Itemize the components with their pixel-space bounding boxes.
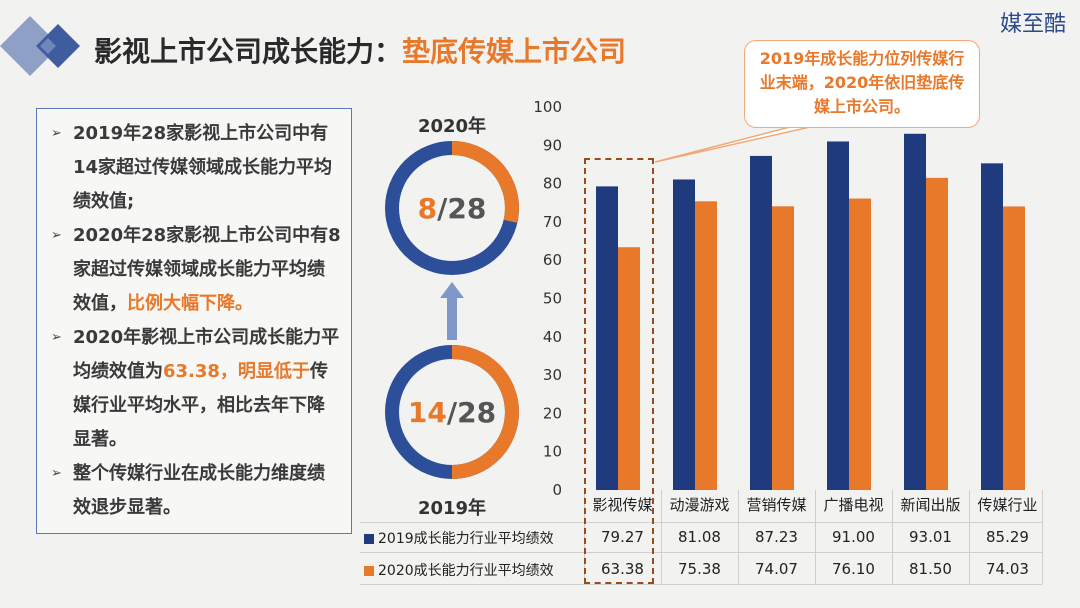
table-cell-2020: 76.10 [832,560,875,578]
bullet-2-text: 2020年28家影视上市公司中有8家超过传媒领域成长能力平均绩效值， [73,225,341,314]
legend-2020-label: 2020成长能力行业平均绩效 [378,563,554,579]
table-grid-line [892,490,893,584]
table-grid-line [1042,490,1043,584]
bar-2020 [849,198,871,491]
table-grid-line [661,490,662,584]
y-tick-label: 60 [543,251,562,269]
bullet-2: ➢ 2020年28家影视上市公司中有8家超过传媒领域成长能力平均绩效值，比例大幅… [49,219,341,321]
bullet-4: ➢ 整个传媒行业在成长能力维度绩效退步显著。 [49,457,341,525]
category-label: 影视传媒 [592,496,653,514]
y-tick-label: 90 [543,136,562,154]
legend-2019: 2019成长能力行业平均绩效 [364,528,554,548]
table-grid-line [969,490,970,584]
table-grid-line [360,584,1042,585]
category-label: 广播电视 [823,496,884,514]
table-cell-2020: 74.07 [755,560,798,578]
bar-2020 [618,247,640,490]
category-label: 动漫游戏 [669,496,730,514]
bar-2019 [981,163,1003,490]
highlight-box-film [584,158,654,584]
bullet-3: ➢ 2020年影视上市公司成长能力平均绩效值为63.38，明显低于传媒行业平均水… [49,321,341,457]
bullet-1-text: 2019年28家影视上市公司中有14家超过传媒领域成长能力平均绩效值; [73,123,333,212]
title-main: 影视上市公司成长能力： [94,35,403,68]
table-cell-2019: 93.01 [909,528,952,546]
table-cell-2020: 81.50 [909,560,952,578]
table-cell-2019: 81.08 [678,528,721,546]
table-grid-line [360,522,1042,523]
bullet-4-text: 整个传媒行业在成长能力维度绩效退步显著。 [73,463,325,518]
category-label: 营销传媒 [746,496,807,514]
page-title: 影视上市公司成长能力：垫底传媒上市公司 [94,30,626,70]
legend-2020: 2020成长能力行业平均绩效 [364,560,554,580]
y-tick-label: 50 [543,290,562,308]
table-cell-2019: 87.23 [755,528,798,546]
table-cell-2020: 74.03 [986,560,1029,578]
y-tick-label: 80 [543,175,562,193]
y-tick-label: 40 [543,328,562,346]
donut-2020-year: 2020年 [417,116,487,137]
bullet-3-text-after: 传媒行业平均水平，相比去年下降显著。 [73,361,328,450]
bar-2020 [772,206,794,491]
table-cell-2020: 75.38 [678,560,721,578]
category-label: 传媒行业 [977,496,1038,514]
bar-2019 [904,133,926,490]
callout-annotation: 2019年成长能力位列传媒行业末端，2020年依旧垫底传媒上市公司。 [744,40,980,128]
donut-2020-count: 8 [417,192,438,225]
table-cell-2020: 63.38 [601,560,644,578]
donut-2019-total: /28 [446,396,497,429]
title-highlight: 垫底传媒上市公司 [402,35,627,68]
brand-logo-text: 媒至酷 [999,12,1066,37]
donut-2020-value: 8/28 [392,192,512,225]
bar-2019 [596,186,618,490]
y-tick-label: 20 [543,404,562,422]
bullet-arrow-icon: ➢ [51,228,62,243]
table-cell-2019: 79.27 [601,528,644,546]
table-cell-2019: 85.29 [986,528,1029,546]
diamond-logo-icon [0,16,80,76]
donut-2020-ring [385,141,519,275]
bullet-arrow-icon: ➢ [51,126,62,141]
category-label: 新闻出版 [900,496,961,514]
donut-2019-value: 14/28 [392,396,512,429]
y-tick-label: 70 [543,213,562,231]
y-tick-label: 30 [543,366,562,384]
y-tick-label: 10 [543,443,562,461]
bar-2019 [827,141,849,490]
bar-2019 [673,179,695,490]
legend-swatch-2020 [364,566,374,576]
donut-2019-ring [385,345,519,479]
bar-2020 [926,177,948,491]
table-grid-line [360,552,1042,553]
bullet-arrow-icon: ➢ [51,330,62,345]
y-tick-label: 0 [552,481,562,499]
legend-swatch-2019 [364,534,374,544]
bar-2020 [1003,206,1025,491]
table-grid-line [815,490,816,584]
bullet-1: ➢ 2019年28家影视上市公司中有14家超过传媒领域成长能力平均绩效值; [49,117,341,219]
table-cell-2019: 91.00 [832,528,875,546]
summary-textbox: ➢ 2019年28家影视上市公司中有14家超过传媒领域成长能力平均绩效值; ➢ … [36,108,352,534]
bullet-2-highlight: 比例大幅下降。 [127,293,253,314]
up-arrow-icon [440,282,464,340]
bullet-arrow-icon: ➢ [51,466,62,481]
y-tick-label: 100 [533,98,562,116]
bullet-3-text-before: 2020年影视上市公司成长能力平均绩效值为 [73,327,340,382]
bar-2020 [695,201,717,490]
table-grid-line [738,490,739,584]
legend-2019-label: 2019成长能力行业平均绩效 [378,531,554,547]
bar-2019 [750,155,772,490]
donut-2020-total: /28 [437,192,487,225]
bullet-3-highlight: 63.38，明显低于 [163,361,310,382]
donut-2019-year: 2019年 [417,498,487,519]
donut-2019-count: 14 [407,396,447,429]
